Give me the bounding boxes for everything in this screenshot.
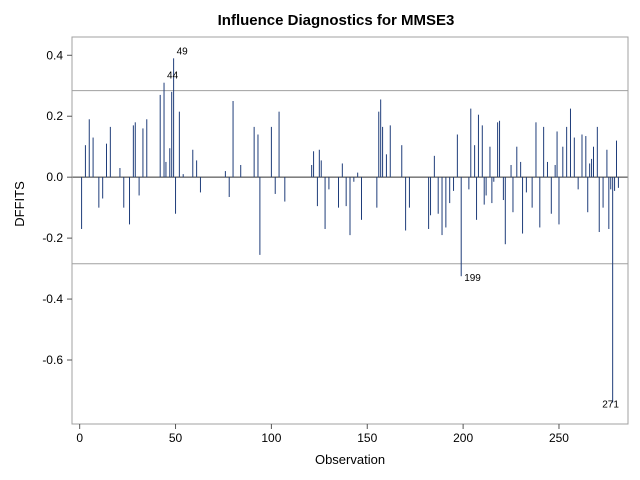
reference-lines (72, 90, 628, 265)
plot-frame (71, 36, 629, 425)
x-tick-label: 200 (453, 431, 473, 445)
y-tick-label: -0.2 (42, 231, 63, 245)
point-label-49: 49 (177, 46, 189, 57)
chart-title: Influence Diagnostics for MMSE3 (218, 12, 455, 29)
x-tick-label: 0 (76, 431, 83, 445)
x-tick-label: 100 (261, 431, 281, 445)
point-labels: 49 44 199 271 (167, 46, 619, 410)
axes: 0 50 100 150 200 250 -0.6 -0.4 -0.2 0.0 0.2 0.4 (42, 36, 629, 445)
y-axis-label: DFFITS (12, 181, 27, 227)
needle-series (81, 58, 619, 403)
x-axis-label: Observation (315, 452, 385, 467)
y-tick-label: 0.0 (46, 170, 63, 184)
y-tick-label: 0.4 (46, 48, 63, 62)
point-label-271: 271 (602, 400, 619, 411)
x-tick-label: 250 (549, 431, 569, 445)
x-tick-label: 50 (169, 431, 183, 445)
point-label-199: 199 (464, 273, 481, 284)
x-tick-label: 150 (357, 431, 377, 445)
point-label-44: 44 (167, 71, 179, 82)
y-tick-label: -0.6 (42, 353, 63, 367)
y-tick-label: -0.4 (42, 292, 63, 306)
y-tick-label: 0.2 (46, 109, 63, 123)
